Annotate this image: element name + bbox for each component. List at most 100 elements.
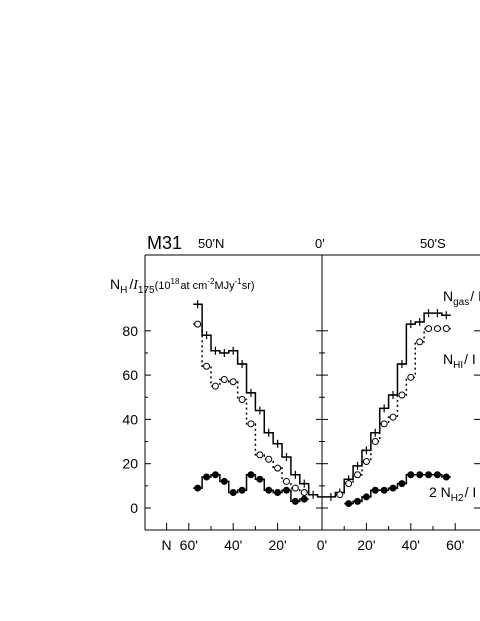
nhi-point	[247, 420, 255, 428]
nhi-point	[282, 477, 290, 485]
nh2-point	[282, 486, 290, 494]
ngas-main: N	[443, 288, 453, 304]
ylabel-i: I	[132, 278, 139, 293]
nhi-point	[345, 480, 353, 488]
nh2-point	[256, 475, 264, 483]
ngas-point	[238, 360, 247, 369]
nh2-point	[274, 488, 282, 496]
nh2-point	[345, 500, 353, 508]
x-tick-label: 40'	[224, 537, 242, 553]
ngas-point	[273, 439, 282, 448]
x-tick-label: 20'	[357, 537, 375, 553]
ylabel-units-mid2: MJy	[214, 280, 235, 292]
nhi-point	[291, 484, 299, 492]
nhi-point	[300, 488, 308, 496]
x-tick-label: 60'	[446, 537, 464, 553]
nhi-point	[203, 362, 211, 370]
nhi-point	[211, 382, 219, 390]
nhi-point	[354, 471, 362, 479]
ylabel-units-mid: at cm	[180, 280, 207, 292]
ylabel-slash: /	[129, 276, 133, 292]
ngas-point	[211, 346, 220, 355]
nhi-point	[371, 438, 379, 446]
nhi-point	[416, 338, 424, 346]
series-label-nhi: NHI/ I	[443, 351, 476, 371]
nhi-point	[194, 320, 202, 328]
ngas-point	[362, 446, 371, 455]
nhi-point	[336, 491, 344, 499]
ngas-point	[300, 479, 309, 488]
nh2-point	[398, 480, 406, 488]
nhi-main: N	[443, 351, 453, 367]
x-tick-label: N	[162, 537, 172, 553]
ngas-sub: gas	[453, 297, 469, 308]
top-label-right: 50'S	[420, 236, 446, 251]
ngas-point	[442, 311, 451, 320]
ngas-point	[415, 317, 424, 326]
nh2-point	[354, 497, 362, 505]
ylabel-n: N	[110, 276, 120, 292]
ngas-point	[353, 461, 362, 470]
nh2-sub: H2	[451, 493, 464, 504]
nh2-point	[265, 486, 273, 494]
nhi-point	[229, 378, 237, 386]
nhi-point	[238, 395, 246, 403]
nh2-point	[211, 471, 219, 479]
chart-title: M31	[147, 233, 182, 253]
ylabel-units-exp: 18	[171, 277, 180, 286]
ngas-point	[246, 388, 255, 397]
nhi-point	[398, 391, 406, 399]
nhi-point	[362, 457, 370, 465]
ngas-point	[326, 492, 335, 501]
ngas-point	[389, 391, 398, 400]
series-label-ngas: Ngas/ I	[443, 288, 480, 308]
nh2-point	[229, 488, 237, 496]
nhi-point	[407, 373, 415, 381]
ylabel-units-exp3: -1	[235, 277, 243, 286]
ngas-point	[371, 428, 380, 437]
nhi-point	[425, 325, 433, 333]
ylabel-sub: H	[120, 285, 127, 296]
nh2-point	[433, 471, 441, 479]
nhi-point	[220, 376, 228, 384]
ylabel-i-sub: 175	[138, 285, 155, 296]
x-tick-label: 40'	[402, 537, 420, 553]
ngas-point	[406, 320, 415, 329]
ngas-point	[309, 490, 318, 499]
ylabel-units-prefix: (10	[155, 280, 171, 292]
y-axis-label: NH/I175(1018at cm-2MJy-1sr)	[110, 276, 255, 296]
ngas-point	[193, 300, 202, 309]
top-label-left: 50'N	[198, 236, 224, 251]
top-label-center: 0'	[315, 236, 325, 251]
ngas-point	[229, 346, 238, 355]
ngas-point	[424, 309, 433, 318]
y-tick-label: 40	[122, 411, 138, 427]
ylabel-units-end: sr)	[242, 280, 255, 292]
nhi-point	[380, 420, 388, 428]
ylabel-units-exp2: -2	[207, 277, 215, 286]
nh2-point	[416, 471, 424, 479]
ngas-point	[264, 428, 273, 437]
nh2-main: 2 N	[429, 484, 451, 500]
ngas-point	[282, 453, 291, 462]
nh2-point	[407, 471, 415, 479]
y-tick-label: 0	[130, 500, 138, 516]
nh2-point	[247, 471, 255, 479]
nh2-point	[220, 477, 228, 485]
nh2-point	[203, 473, 211, 481]
nhi-point	[442, 325, 450, 333]
nhi-point	[433, 325, 441, 333]
ngas-point	[380, 404, 389, 413]
plot-area	[193, 300, 451, 508]
ngas-point	[202, 331, 211, 340]
ngas-point	[255, 406, 264, 415]
nhi-point	[274, 464, 282, 472]
nh2-point	[371, 486, 379, 494]
nh2-point	[238, 486, 246, 494]
nhi-sub: HI	[453, 360, 463, 371]
y-tick-label: 60	[122, 367, 138, 383]
nh2-point	[442, 473, 450, 481]
y-tick-label: 80	[122, 323, 138, 339]
nh2-point	[425, 471, 433, 479]
